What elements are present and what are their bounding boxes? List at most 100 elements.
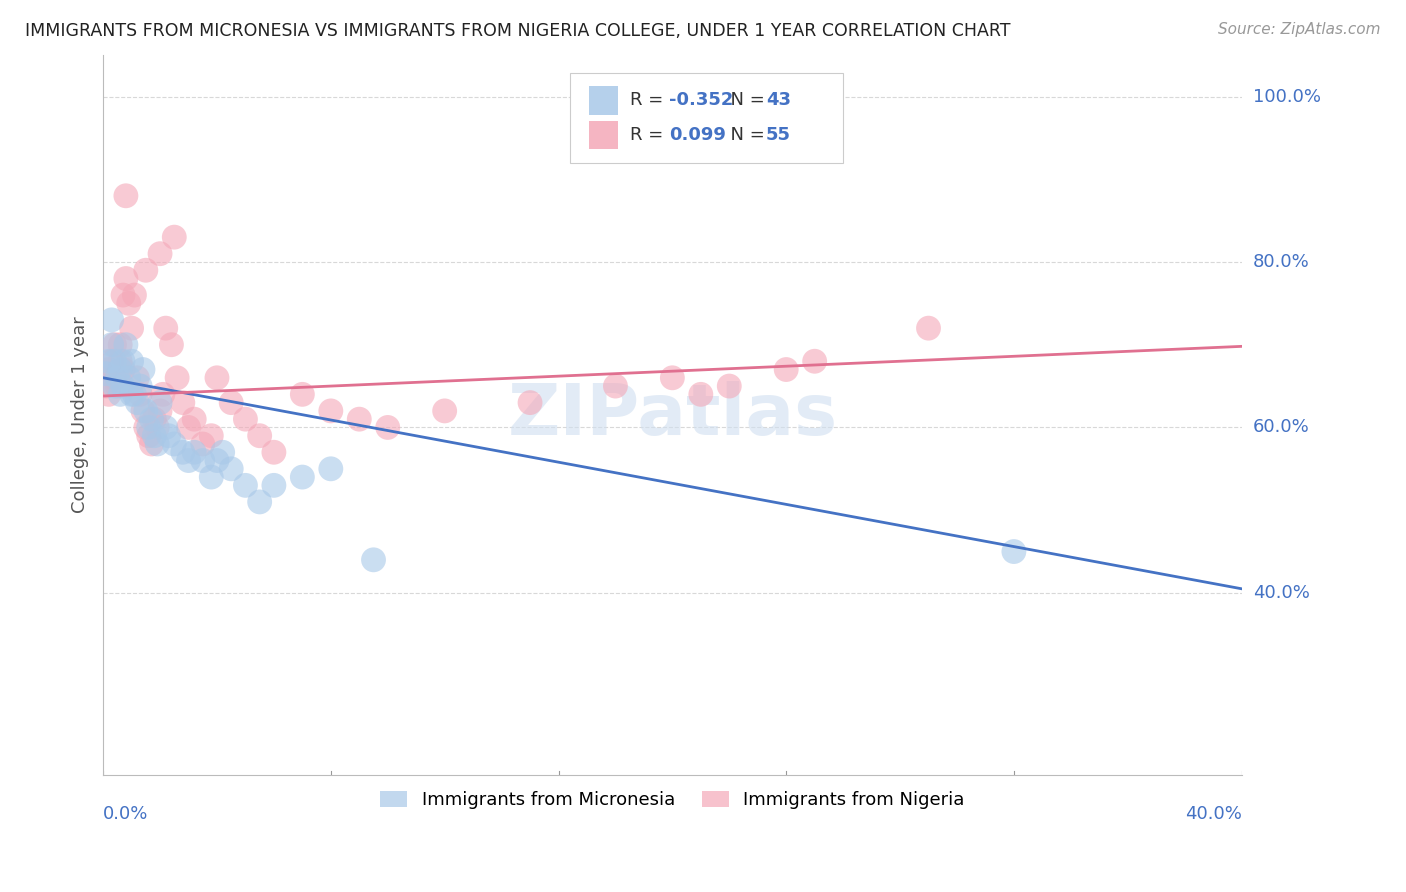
- Point: [235, 478, 257, 492]
- Text: ZIPatlas: ZIPatlas: [508, 381, 838, 450]
- Point: [319, 404, 342, 418]
- Point: [149, 395, 172, 409]
- Point: [129, 379, 152, 393]
- Point: [219, 462, 242, 476]
- Point: [97, 387, 120, 401]
- Point: [191, 453, 214, 467]
- Point: [263, 445, 285, 459]
- Point: [157, 428, 180, 442]
- Point: [100, 337, 122, 351]
- Point: [132, 362, 155, 376]
- Point: [163, 230, 186, 244]
- Point: [291, 387, 314, 401]
- Legend: Immigrants from Micronesia, Immigrants from Nigeria: Immigrants from Micronesia, Immigrants f…: [373, 783, 972, 816]
- Point: [433, 404, 456, 418]
- Point: [141, 412, 163, 426]
- Point: [143, 428, 166, 442]
- Point: [132, 404, 155, 418]
- Point: [143, 412, 166, 426]
- Point: [377, 420, 399, 434]
- Point: [121, 321, 143, 335]
- Point: [149, 246, 172, 260]
- Point: [124, 387, 146, 401]
- Point: [291, 470, 314, 484]
- FancyBboxPatch shape: [569, 73, 844, 163]
- Point: [124, 288, 146, 302]
- Point: [172, 395, 194, 409]
- Point: [127, 395, 149, 409]
- Text: Source: ZipAtlas.com: Source: ZipAtlas.com: [1218, 22, 1381, 37]
- Text: 40.0%: 40.0%: [1185, 805, 1241, 823]
- Point: [135, 420, 157, 434]
- Point: [108, 387, 131, 401]
- Point: [135, 263, 157, 277]
- Point: [160, 337, 183, 351]
- Text: 80.0%: 80.0%: [1253, 253, 1309, 271]
- Point: [163, 437, 186, 451]
- Point: [108, 362, 131, 376]
- Point: [205, 371, 228, 385]
- Point: [205, 453, 228, 467]
- Point: [100, 354, 122, 368]
- Point: [183, 445, 205, 459]
- Text: -0.352: -0.352: [669, 92, 734, 110]
- Point: [349, 412, 371, 426]
- Point: [149, 404, 172, 418]
- Point: [121, 387, 143, 401]
- Point: [191, 437, 214, 451]
- Point: [94, 367, 117, 381]
- Point: [166, 371, 188, 385]
- Point: [172, 445, 194, 459]
- Point: [249, 495, 271, 509]
- Point: [97, 354, 120, 368]
- Point: [112, 362, 135, 376]
- Point: [155, 321, 177, 335]
- Point: [118, 296, 141, 310]
- FancyBboxPatch shape: [589, 87, 617, 115]
- FancyBboxPatch shape: [589, 120, 617, 150]
- Point: [917, 321, 939, 335]
- Point: [103, 337, 125, 351]
- Point: [138, 428, 160, 442]
- Point: [146, 420, 169, 434]
- Point: [235, 412, 257, 426]
- Point: [138, 420, 160, 434]
- Point: [200, 428, 222, 442]
- Point: [718, 379, 741, 393]
- Text: 0.0%: 0.0%: [103, 805, 149, 823]
- Point: [661, 371, 683, 385]
- Point: [200, 470, 222, 484]
- Point: [135, 404, 157, 418]
- Point: [249, 428, 271, 442]
- Point: [103, 379, 125, 393]
- Point: [146, 437, 169, 451]
- Point: [177, 453, 200, 467]
- Text: IMMIGRANTS FROM MICRONESIA VS IMMIGRANTS FROM NIGERIA COLLEGE, UNDER 1 YEAR CORR: IMMIGRANTS FROM MICRONESIA VS IMMIGRANTS…: [25, 22, 1011, 40]
- Point: [183, 412, 205, 426]
- Point: [115, 337, 138, 351]
- Text: R =: R =: [630, 92, 669, 110]
- Point: [155, 420, 177, 434]
- Point: [211, 445, 233, 459]
- Point: [97, 362, 120, 376]
- Point: [105, 379, 128, 393]
- Point: [112, 288, 135, 302]
- Point: [118, 371, 141, 385]
- Point: [112, 354, 135, 368]
- Point: [115, 271, 138, 285]
- Point: [127, 371, 149, 385]
- Text: 43: 43: [766, 92, 790, 110]
- Point: [103, 371, 125, 385]
- Text: N =: N =: [718, 92, 770, 110]
- Point: [121, 354, 143, 368]
- Point: [519, 395, 541, 409]
- Point: [177, 420, 200, 434]
- Point: [100, 313, 122, 327]
- Point: [689, 387, 711, 401]
- Point: [115, 188, 138, 202]
- Point: [108, 354, 131, 368]
- Point: [129, 387, 152, 401]
- Point: [94, 379, 117, 393]
- Text: 55: 55: [766, 126, 790, 144]
- Text: 0.099: 0.099: [669, 126, 725, 144]
